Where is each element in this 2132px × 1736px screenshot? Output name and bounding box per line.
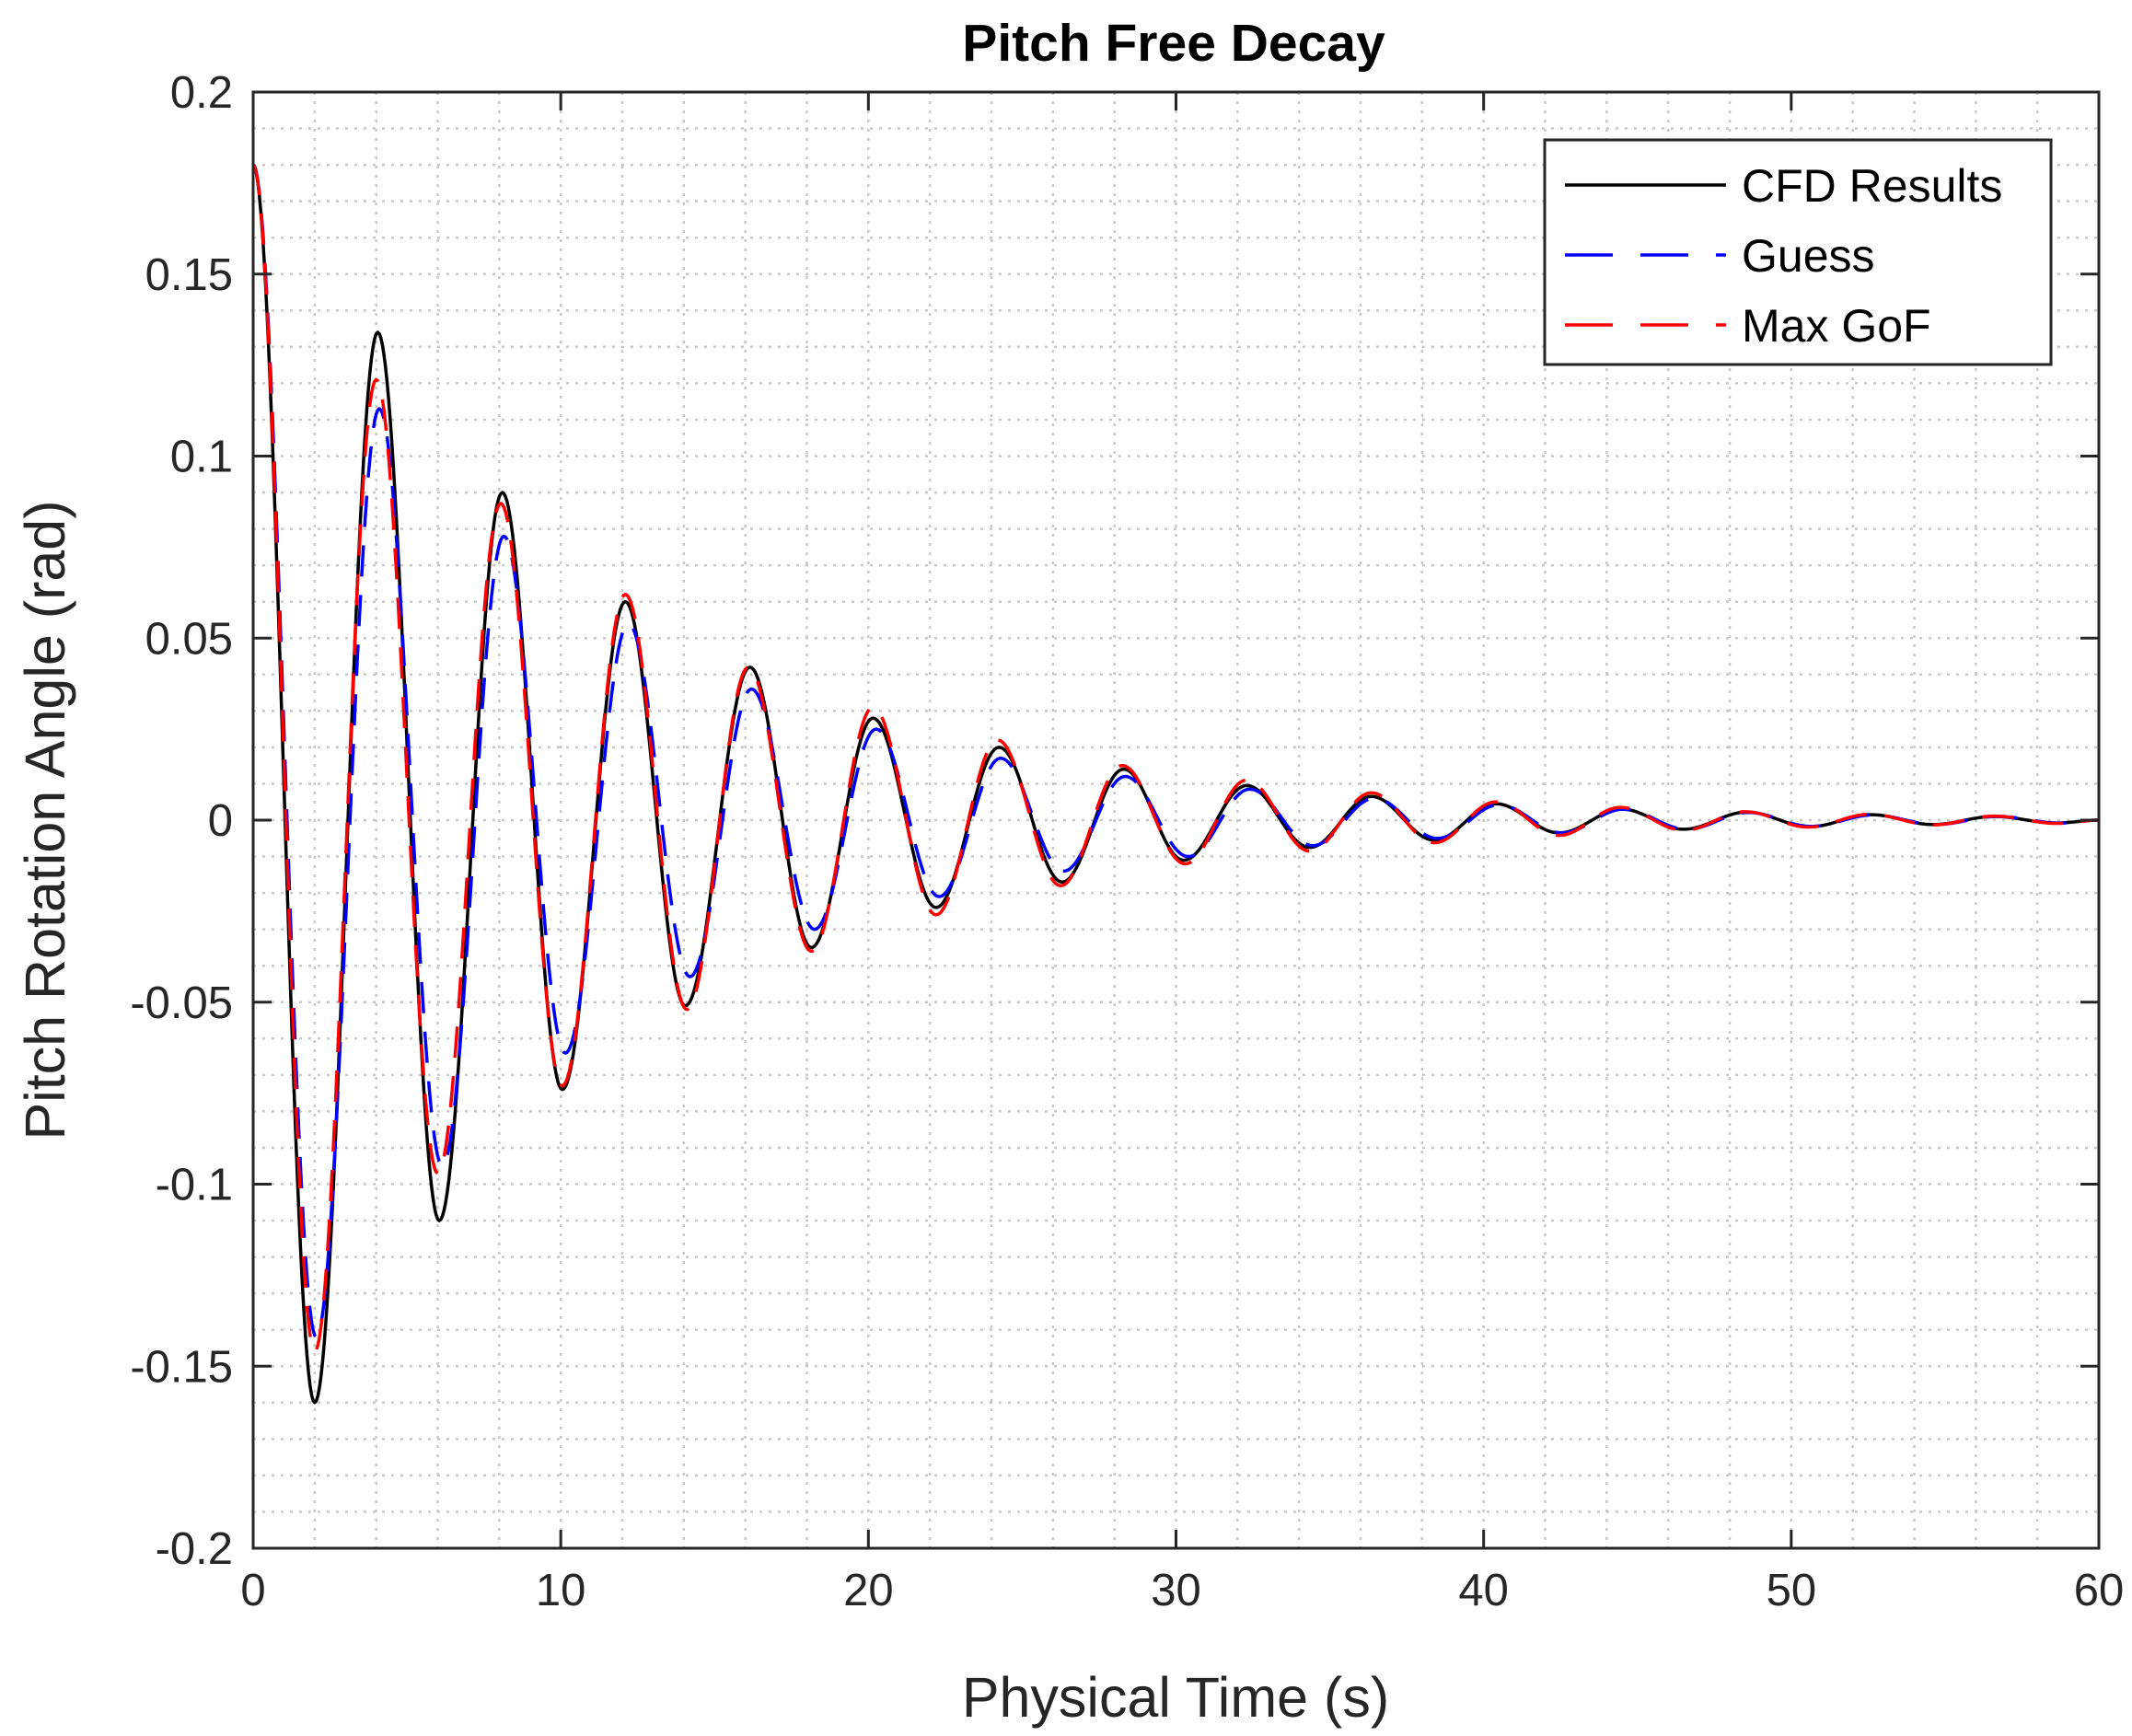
x-tick-label: 0: [240, 1566, 265, 1615]
legend-box: [1543, 138, 2053, 366]
x-tick-label: 60: [2074, 1566, 2125, 1615]
y-axis-label: Pitch Rotation Angle (rad): [14, 500, 76, 1140]
x-tick-labels: 0 10 20 30 40 50 60: [240, 1566, 2124, 1615]
y-tick-label: -0.1: [156, 1161, 233, 1210]
x-tick-label: 20: [843, 1566, 894, 1615]
legend-label-cfd-results: CFD Results: [1742, 160, 2002, 212]
x-tick-label: 50: [1767, 1566, 1817, 1615]
x-tick-label: 40: [1458, 1566, 1509, 1615]
y-tick-label: 0.1: [170, 433, 233, 482]
series-line-max-gof: [251, 163, 2100, 1354]
x-tick-label: 10: [536, 1566, 586, 1615]
y-tick-label: 0.2: [170, 68, 233, 118]
x-tick-label: 30: [1151, 1566, 1201, 1615]
tick-marks: [251, 90, 2101, 1550]
y-tick-labels: -0.2 -0.15 -0.1 -0.05 0 0.05 0.1 0.15 0.2: [130, 68, 233, 1574]
legend: CFD Results Guess Max GoF: [1543, 138, 2053, 366]
major-grid: [253, 92, 2099, 1548]
chart-title: Pitch Free Decay: [962, 14, 1385, 73]
y-tick-label: 0.15: [145, 250, 233, 300]
legend-label-max-gof: Max GoF: [1742, 300, 1931, 352]
y-tick-label: -0.15: [130, 1342, 233, 1392]
y-tick-label: 0.05: [145, 614, 233, 664]
y-tick-label: -0.2: [156, 1524, 233, 1574]
x-axis-label: Physical Time (s): [962, 1666, 1389, 1729]
y-tick-label: -0.05: [130, 978, 233, 1028]
series-lines: [251, 163, 2100, 1405]
y-tick-label: 0: [208, 796, 233, 846]
legend-label-guess: Guess: [1742, 230, 1875, 282]
